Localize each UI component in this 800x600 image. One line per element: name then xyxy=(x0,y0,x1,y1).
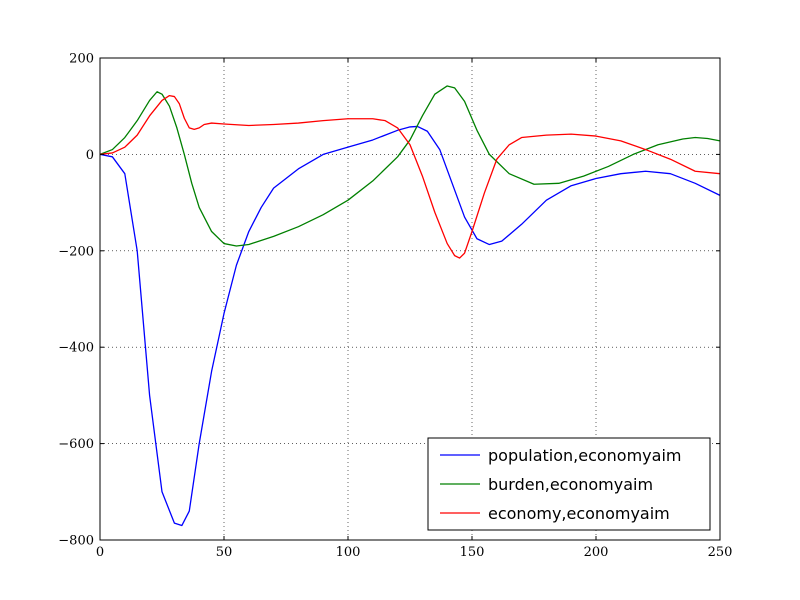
x-tick-label-4: 200 xyxy=(584,545,609,560)
legend-label-1: burden,economyaim xyxy=(488,475,653,494)
legend: population,economyaim burden,economyaim ec… xyxy=(427,437,711,531)
legend-label-2: economy,economyaim xyxy=(488,504,670,523)
x-tick-label-2: 100 xyxy=(336,545,361,560)
series-line-2 xyxy=(99,94,721,259)
y-tick-label-0: 200 xyxy=(69,52,94,67)
series-line-0 xyxy=(99,125,721,527)
x-tick-label-1: 50 xyxy=(216,545,233,560)
x-tick-label-0: 0 xyxy=(96,545,104,560)
axis-ticks: 0 50 100 150 200 250 200 0 −200 −400 −600 −800 xyxy=(58,52,732,561)
x-tick-label-3: 150 xyxy=(460,545,485,560)
y-tick-label-5: −800 xyxy=(58,534,94,549)
plot-area xyxy=(99,57,721,541)
y-tick-label-4: −600 xyxy=(58,437,94,452)
series-line-1 xyxy=(99,85,721,247)
series-lines xyxy=(99,85,721,527)
legend-label-0: population,economyaim xyxy=(488,446,681,465)
y-tick-label-2: −200 xyxy=(58,244,94,259)
y-tick-label-3: −400 xyxy=(58,341,94,356)
x-tick-label-5: 250 xyxy=(708,545,733,560)
y-tick-label-1: 0 xyxy=(86,148,94,163)
